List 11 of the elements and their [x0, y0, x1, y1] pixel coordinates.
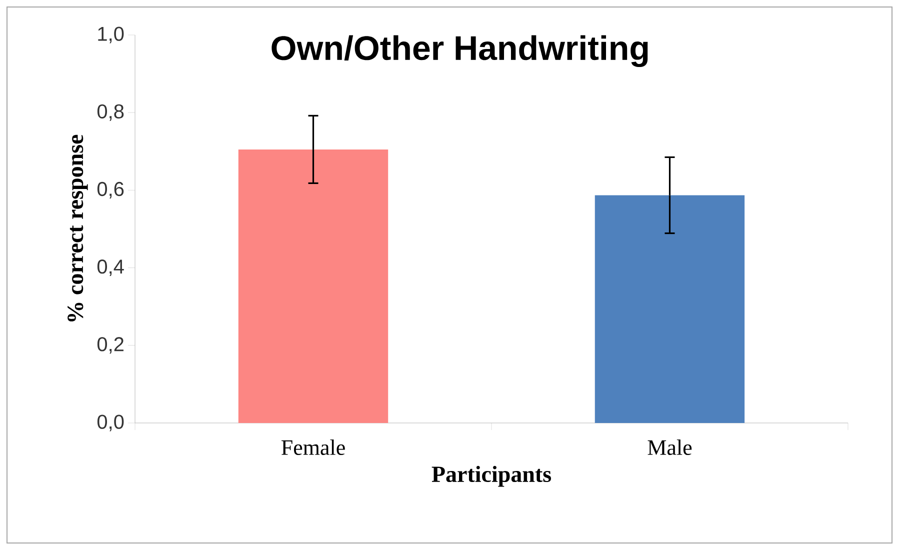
chart-title: Own/Other Handwriting [272, 35, 648, 68]
y-tick-label: 0,6 [97, 182, 124, 198]
y-tick-label: 0,0 [97, 414, 124, 432]
x-tick-label: Male [648, 440, 692, 456]
x-axis-title: Participants [432, 466, 552, 487]
y-tick-label: 0,4 [97, 260, 124, 276]
y-tick-label: 1,0 [98, 26, 124, 44]
x-tick-label: Female [282, 440, 345, 456]
y-tick-label: 0,8 [97, 104, 124, 121]
y-tick-label: 0,2 [97, 337, 124, 354]
y-axis-title: % correct response [68, 134, 88, 322]
